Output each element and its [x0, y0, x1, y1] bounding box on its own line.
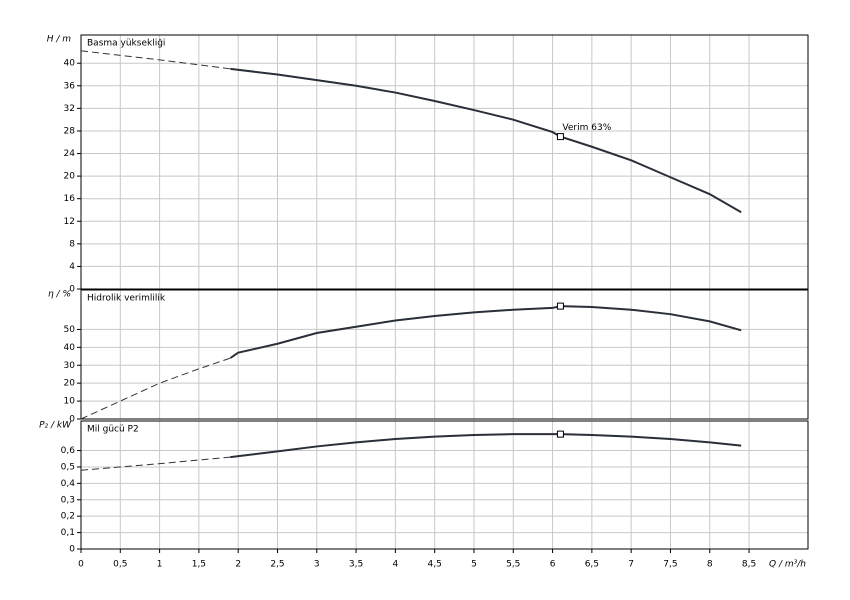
x-tick-label: 4	[393, 560, 399, 570]
y-tick-label: 8	[69, 239, 75, 249]
y-tick-label: 4	[69, 262, 75, 272]
y-tick-label: 16	[64, 194, 76, 204]
x-axis-label: Q / m³/h	[769, 560, 806, 570]
y-tick-label: 40	[64, 343, 76, 353]
x-tick-label: 2	[235, 560, 241, 570]
curve	[229, 305, 742, 359]
x-tick-label: 4,5	[428, 560, 442, 570]
y-tick-label: 28	[64, 126, 76, 136]
y-tick-label: 50	[64, 325, 76, 335]
operating-point-label: Verim 63%	[562, 123, 611, 133]
panel-title: Mil gücü P2	[87, 425, 139, 435]
panel-title: Hidrolik verimlilik	[87, 294, 166, 304]
y-axis-label: H / m	[47, 35, 72, 45]
x-tick-label: 6	[550, 560, 556, 570]
y-tick-label: 0	[69, 415, 75, 425]
panel-frame	[80, 289, 809, 420]
y-axis-label: P₂ / kW	[39, 421, 72, 431]
y-tick-label: 0,3	[61, 495, 75, 505]
y-tick-label: 0,4	[61, 479, 76, 489]
operating-point	[556, 302, 564, 310]
y-tick-label: 36	[64, 81, 76, 91]
y-tick-label: 10	[64, 397, 76, 407]
x-tick-label: 1	[157, 560, 163, 570]
operating-point	[556, 133, 564, 141]
y-tick-label: 12	[64, 217, 75, 227]
y-tick-label: 32	[64, 104, 75, 114]
y-tick-label: 24	[64, 149, 76, 159]
curve	[230, 433, 742, 459]
y-tick-label: 0,6	[61, 446, 76, 456]
y-tick-label: 40	[64, 59, 76, 69]
y-tick-label: 30	[64, 361, 76, 371]
x-tick-label: 5,5	[506, 560, 520, 570]
x-tick-label: 7,5	[663, 560, 677, 570]
x-tick-label: 8,5	[742, 560, 756, 570]
curve	[80, 456, 231, 471]
panel-title: Basma yüksekliği	[87, 39, 165, 49]
y-tick-label: 0	[69, 545, 75, 555]
y-tick-label: 0,5	[61, 462, 75, 472]
y-tick-label: 0	[69, 285, 75, 295]
x-tick-label: 7	[628, 560, 634, 570]
y-axis-label: η / %	[48, 290, 71, 300]
x-tick-label: 5	[471, 560, 477, 570]
panel-frame	[80, 420, 809, 550]
x-tick-label: 1,5	[192, 560, 206, 570]
y-tick-label: 0,2	[61, 512, 75, 522]
operating-point	[556, 430, 564, 438]
curve	[80, 357, 231, 420]
x-tick-label: 8	[707, 560, 713, 570]
x-tick-label: 0	[78, 560, 84, 570]
x-tick-label: 6,5	[585, 560, 599, 570]
x-tick-label: 0,5	[113, 560, 127, 570]
x-tick-label: 2,5	[270, 560, 284, 570]
y-tick-label: 20	[64, 379, 76, 389]
x-tick-label: 3,5	[349, 560, 363, 570]
curve	[230, 67, 742, 214]
y-tick-label: 20	[64, 172, 76, 182]
curve	[80, 50, 231, 70]
panel-frame	[80, 34, 809, 290]
y-tick-label: 0,1	[61, 528, 75, 538]
x-tick-label: 3	[314, 560, 320, 570]
